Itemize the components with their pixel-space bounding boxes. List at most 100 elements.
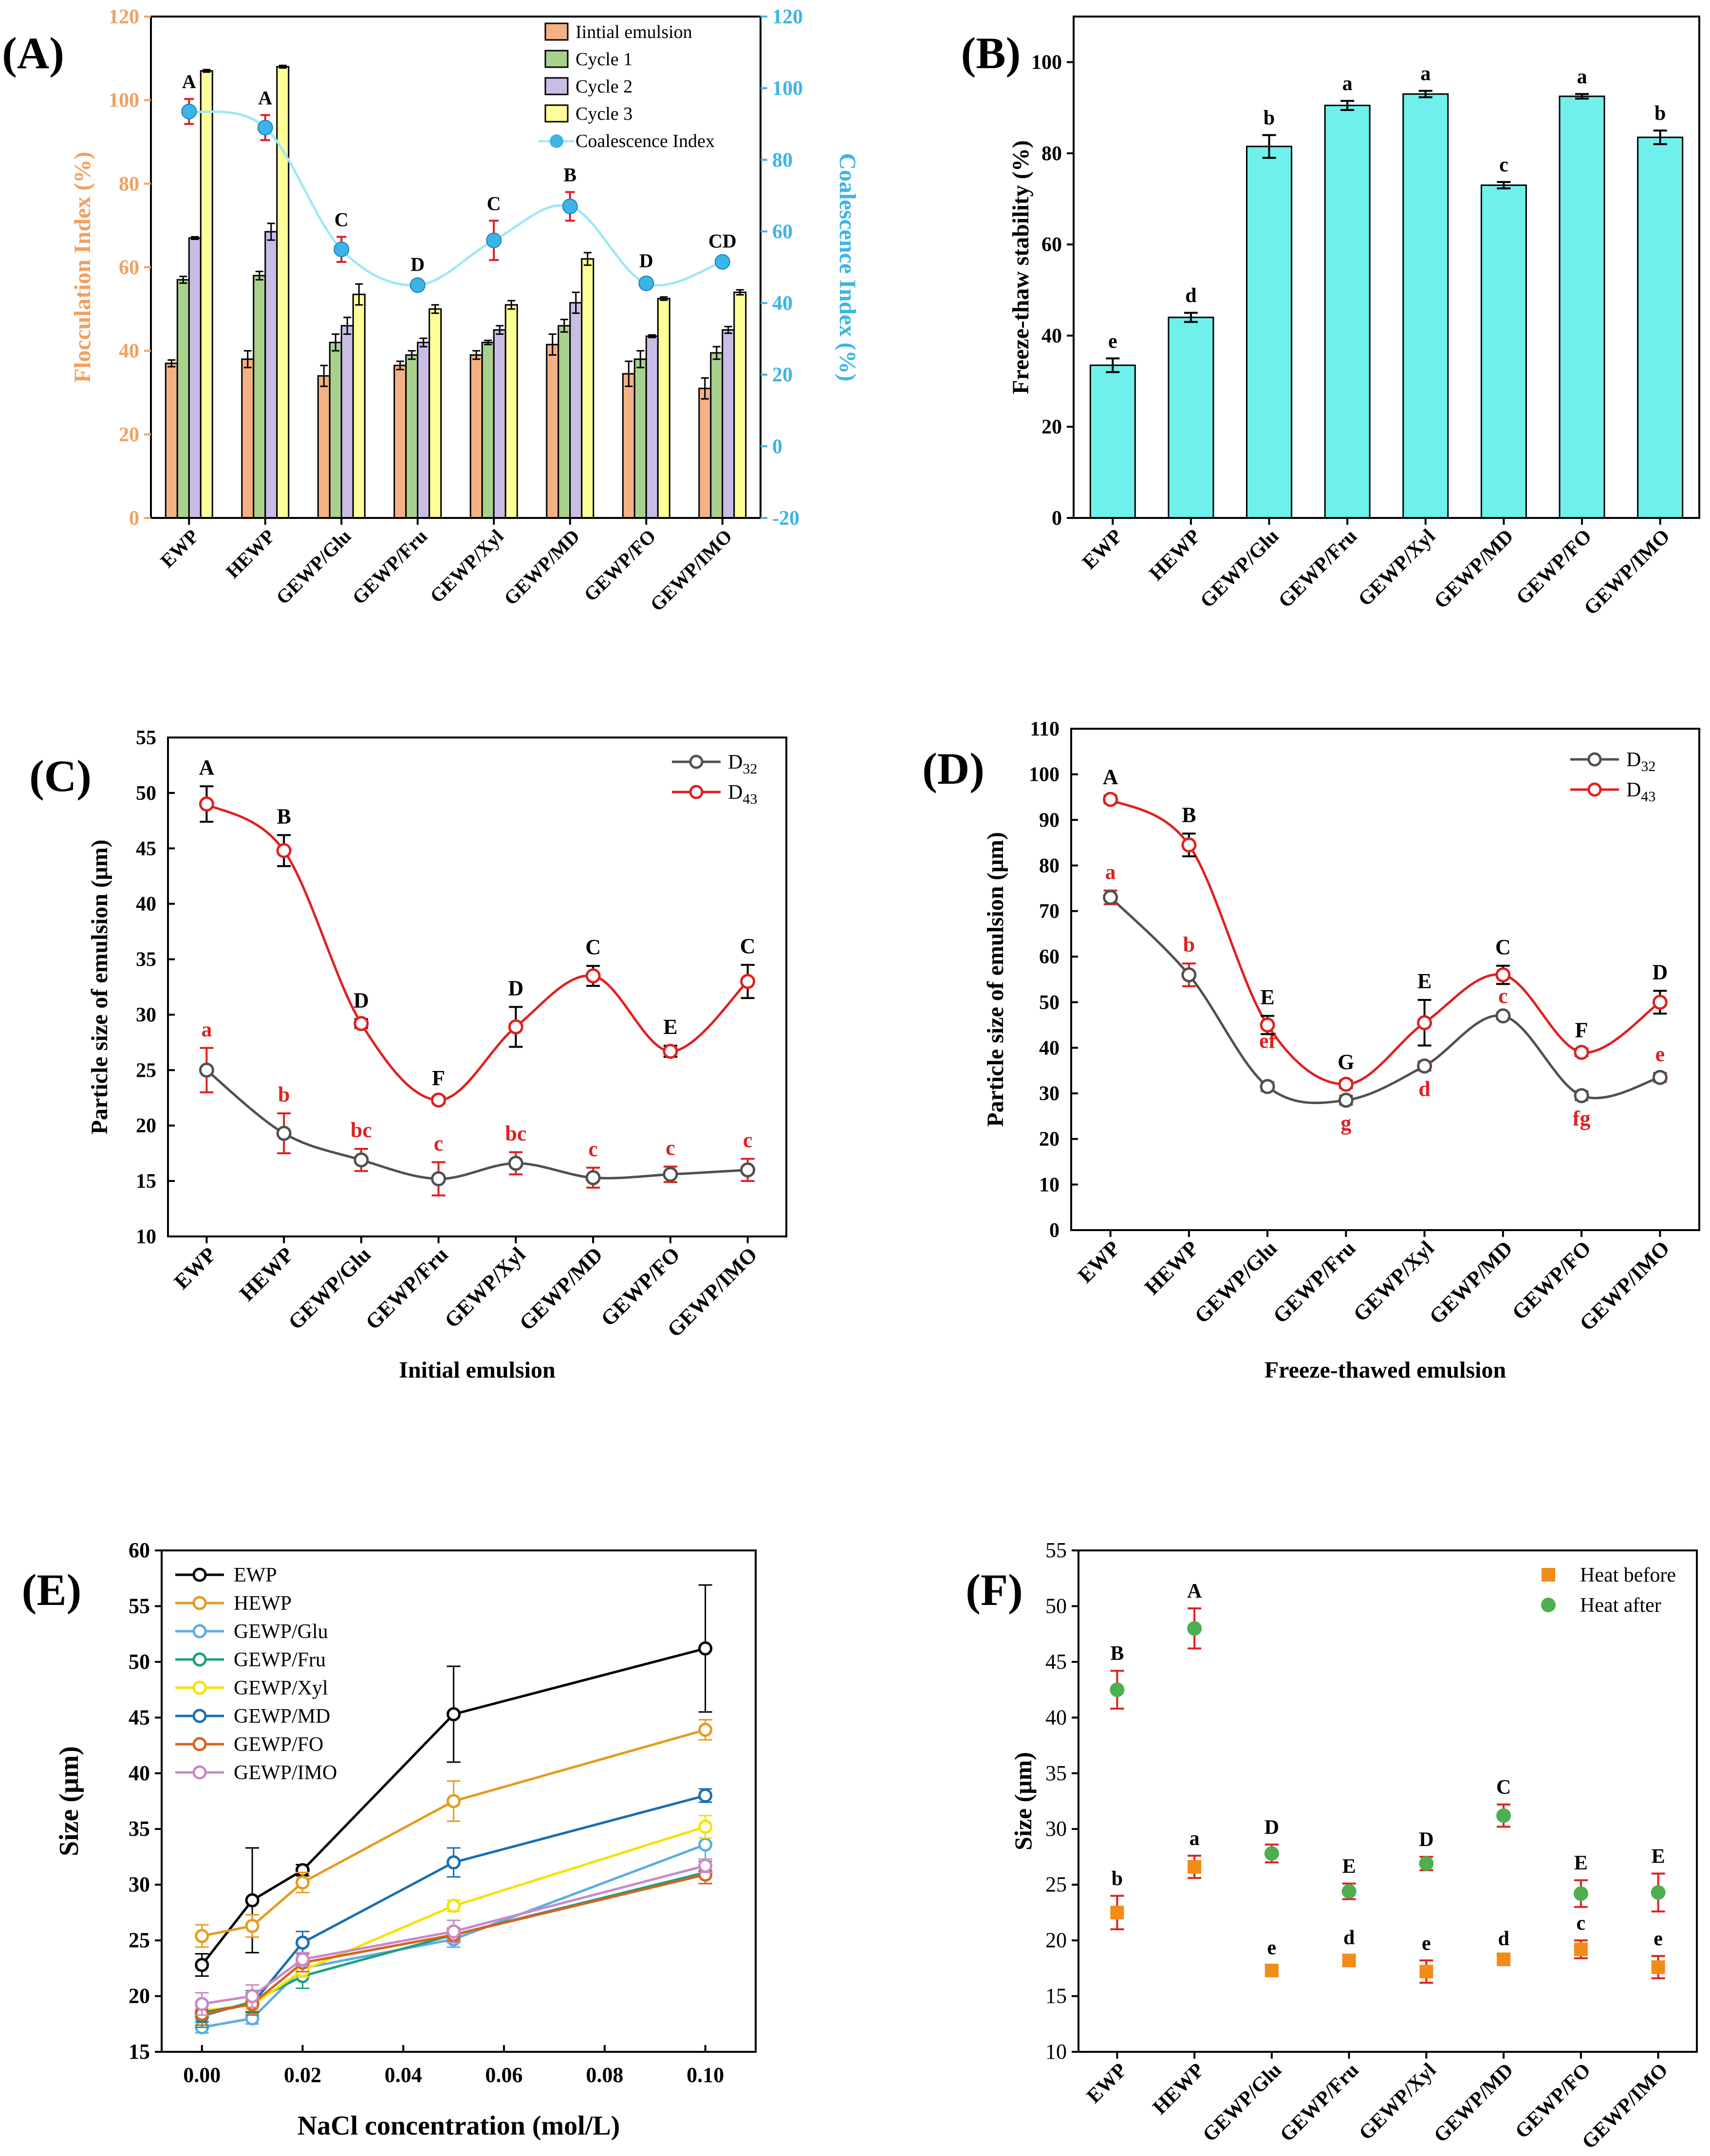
y-tick-label: 35 [136, 949, 156, 971]
y-tick-label: 110 [1030, 718, 1059, 740]
significance-label: B [1110, 1642, 1124, 1665]
significance-label: A [199, 756, 214, 779]
bar-hewp-series3 [276, 66, 290, 519]
data-point-d43 [740, 974, 756, 989]
legend-swatch [544, 50, 569, 68]
data-point-d43 [199, 796, 214, 812]
significance-label: e [1422, 1932, 1431, 1954]
coalescence-point [486, 232, 502, 248]
significance-label: E [1342, 1855, 1356, 1878]
bar-gewp-fo-series0 [622, 373, 635, 519]
significance-label: D [1264, 1816, 1279, 1839]
error-bar [1262, 134, 1276, 159]
significance-label: b [278, 1083, 290, 1106]
error-bar [625, 360, 633, 387]
y-tick-label: 10 [1039, 1174, 1059, 1196]
y-tick-label: 50 [1045, 1594, 1067, 1618]
error-bar [484, 339, 492, 346]
x-tick-label: GEWP/MD [1430, 525, 1518, 613]
bar-gewp-fo-series1 [633, 358, 647, 519]
significance-label: c [434, 1131, 444, 1155]
error-bar [243, 350, 252, 369]
bar-gewp-md-series3 [581, 258, 595, 519]
bar-gewp-imo-series0 [698, 387, 712, 519]
y-tick-label: 40 [119, 340, 139, 363]
y-tick-label: 120 [109, 6, 139, 28]
y-tick-label: 60 [129, 1538, 150, 1562]
bar-gewp-glu-series3 [352, 294, 366, 519]
y-tick-label: 70 [1039, 901, 1059, 923]
panel-label: (B) [961, 28, 1021, 78]
x-tick-label: HEWP [1149, 2059, 1208, 2119]
data-point [295, 1952, 310, 1967]
data-point [245, 1989, 260, 2004]
data-point-d32 [199, 1062, 214, 1078]
error-bar [1575, 93, 1589, 100]
y-tick-label: 45 [136, 838, 156, 860]
series-line-d32 [1109, 896, 1661, 1105]
data-point-heat-after [1573, 1886, 1588, 1901]
bar-gewp-imo-series2 [722, 329, 735, 519]
coalescence-point [409, 277, 426, 293]
data-point-heat-before [1342, 1953, 1356, 1968]
error-bar [203, 69, 211, 73]
y-tick-label: 40 [1045, 1705, 1067, 1729]
legend-marker [192, 1680, 207, 1695]
y-axis-title: Particle size of emulsion (μm) [983, 832, 1008, 1127]
x-tick-label: 0.08 [586, 2063, 623, 2087]
significance-label: B [563, 164, 576, 186]
y-axis-title: Particle size of emulsion (μm) [87, 840, 112, 1135]
legend-marker [192, 1596, 207, 1610]
error-bar [724, 326, 732, 334]
data-point-d32 [508, 1156, 523, 1171]
legend-marker [192, 1652, 207, 1667]
data-point-d32 [663, 1166, 678, 1182]
legend-label: GEWP/FO [234, 1733, 323, 1756]
significance-label: C [335, 208, 349, 230]
error-bar [496, 325, 504, 335]
bar-gewp-md [1480, 184, 1527, 519]
x-tick-label: GEWP/Fru [1274, 525, 1361, 612]
y-tick-label: 100 [109, 90, 139, 112]
y-tick-label: 90 [1039, 809, 1059, 831]
bar-gewp-xyl-series2 [493, 329, 506, 519]
legend-label: GEWP/Glu [234, 1621, 328, 1643]
significance-label: a [1105, 860, 1116, 884]
y-tick-label: 80 [119, 173, 139, 195]
data-point [446, 1794, 461, 1808]
y-tick-label: 15 [136, 1170, 156, 1193]
y-tick-label: 100 [1031, 52, 1062, 74]
bar-ewp-series0 [165, 362, 178, 519]
significance-label: c [743, 1128, 753, 1152]
data-point-d43 [663, 1044, 678, 1059]
y-tick-label: 10 [136, 1226, 156, 1248]
significance-label: c [588, 1137, 598, 1161]
y-tick-label: 35 [1045, 1761, 1067, 1785]
bar-hewp-series0 [241, 358, 255, 519]
bar-gewp-md-series2 [569, 302, 583, 519]
x-tick-label: GEWP/Xyl [426, 525, 508, 608]
bar-gewp-fo [1559, 95, 1605, 519]
significance-label: A [1187, 1580, 1202, 1603]
panel-c: a b bc c bc c c c A B D F D C E C 10 15 20 25 30 35 40 45 50 55 Pa… [29, 727, 787, 1383]
significance-label: A [182, 71, 196, 92]
data-point-d43 [585, 968, 601, 984]
data-point [698, 1837, 713, 1852]
series-line-d43 [1110, 798, 1661, 1086]
significance-label: B [1182, 803, 1196, 827]
legend-label: Heat after [1580, 1594, 1661, 1617]
error-bar [507, 300, 516, 310]
x-tick-label: GEWP/Fru [1276, 2059, 1363, 2146]
y-axis-title: Freeze-thaw stability (%) [1008, 140, 1034, 394]
bar-ewp [1089, 364, 1136, 519]
y2-tick-label: 0 [772, 436, 782, 458]
x-tick-label: EWP [1078, 525, 1127, 574]
significance-label: F [1575, 1018, 1588, 1042]
bar-gewp-md-series1 [558, 325, 571, 519]
significance-label: c [1499, 154, 1508, 176]
legend-label-main: D [1626, 779, 1641, 801]
error-bar [355, 283, 363, 306]
data-point-d32 [1417, 1058, 1432, 1074]
bar-ewp-series3 [200, 70, 213, 519]
error-bar [431, 304, 439, 314]
